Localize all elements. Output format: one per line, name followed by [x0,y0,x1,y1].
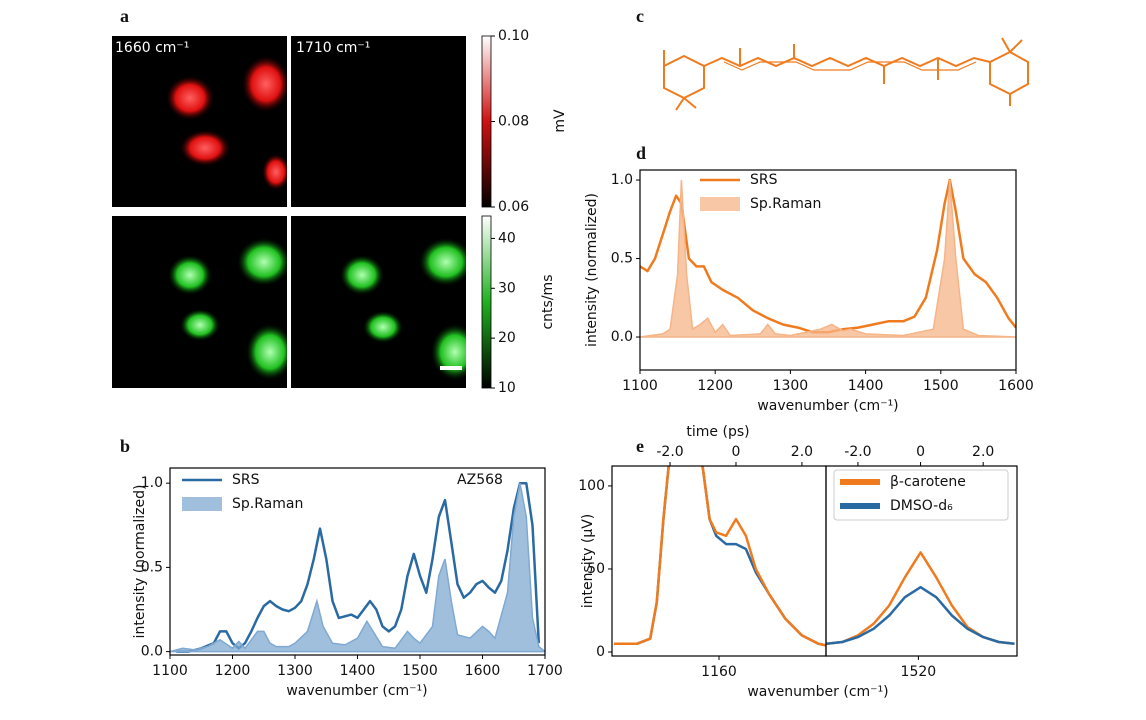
y-tick-label: 100 [578,478,605,494]
x-tick-label: 1200 [697,378,733,394]
line [614,466,826,647]
x-tick-label: 1300 [773,378,809,394]
x-tick-label: 1500 [402,663,438,679]
legend-label: β-carotene [890,474,966,490]
panel-label: a [120,6,129,26]
y-tick-label: 50 [587,561,605,577]
x-axis-label: wavenumber (cm⁻¹) [757,398,898,414]
legend-label: Sp.Raman [232,496,303,512]
colorbar-tick-label: 30 [498,280,516,296]
y-tick-label: 0.5 [141,559,163,575]
y-axis-label: intensity (normalized) [584,193,600,347]
x2-axis-label: time (ps) [686,424,749,440]
line [826,551,1015,645]
x-tick-label: 1160 [701,664,737,680]
image-label: 1710 cm⁻¹ [296,40,370,56]
x-tick-label: 1400 [340,663,376,679]
x2-tick-label: 0 [732,444,741,460]
x-tick-label: 1100 [152,663,188,679]
x-tick-label: 1700 [527,663,563,679]
x-tick-label: 1600 [465,663,501,679]
axes-frame [169,467,546,656]
x-axis-label: wavenumber (cm⁻¹) [747,684,888,700]
x-tick-label: 1500 [923,378,959,394]
area [170,483,545,653]
panel-label: d [636,143,646,163]
x-axis-label: wavenumber (cm⁻¹) [286,683,427,699]
x2-tick-label: 2.0 [791,444,813,460]
colorbar-label: mV [552,109,568,133]
panel-label: c [636,6,644,26]
y-tick-label: 0.0 [611,329,633,345]
plot-area [614,466,826,647]
x2-tick-label: 2.0 [972,444,994,460]
x-tick-label: 1100 [622,378,658,394]
legend-label: DMSO-d₆ [890,498,953,514]
line [826,585,1015,645]
y-tick-label: 0 [596,644,605,660]
legend-label: Sp.Raman [750,196,821,212]
x2-tick-label: 0 [916,444,925,460]
plot-area [826,551,1015,645]
legend-label: SRS [232,472,260,488]
axes-frame [825,465,1018,657]
y-axis-label: intensity (normalized) [132,485,148,639]
panel-label: b [120,436,130,456]
legend-swatch [700,197,740,211]
x2-tick-label: -2.0 [844,444,871,460]
y-axis-label: intensity (µV) [580,514,596,609]
y-tick-label: 1.0 [141,475,163,491]
microscopy-images: 1660 cm⁻¹ 1710 cm⁻¹ [112,35,492,389]
panel-label: e [636,436,644,456]
x-tick-label: 1300 [277,663,313,679]
colorbar-tick-label: 40 [498,230,516,246]
x-tick-label: 1600 [998,378,1034,394]
plot-area [170,481,545,653]
y-tick-label: 0.5 [611,251,633,267]
colorbar-tick-label: 0.10 [498,28,529,44]
legend-label: SRS [750,172,778,188]
colorbar-tick-label: 10 [498,380,516,396]
colorbar-tick-label: 0.06 [498,199,529,215]
colorbar-tick-label: 20 [498,330,516,346]
y-tick-label: 0.0 [141,644,163,660]
x-tick-label: 1200 [215,663,251,679]
axes-frame [639,169,1017,371]
line [614,466,826,647]
legend-swatch [182,497,222,511]
y-tick-label: 1.0 [611,172,633,188]
x-tick-label: 1520 [901,664,937,680]
colorbar-tick-label: 0.08 [498,114,529,130]
area [640,179,1016,338]
molecule [663,37,1029,111]
annotation: AZ568 [457,472,503,488]
x-tick-label: 1400 [848,378,884,394]
line [176,481,541,653]
x2-tick-label: -2.0 [656,444,683,460]
plot-area [640,178,1016,338]
colorbar-label: cnts/ms [540,274,556,329]
image-label: 1660 cm⁻¹ [115,40,189,56]
